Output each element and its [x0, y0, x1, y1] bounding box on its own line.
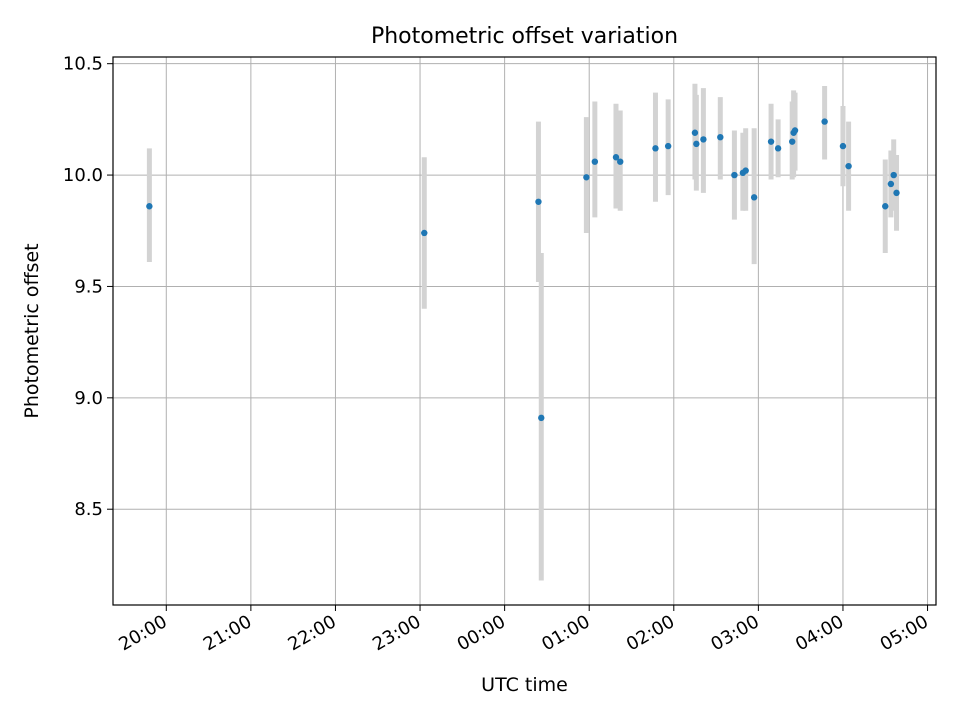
x-axis-title: UTC time	[481, 674, 568, 696]
data-point	[789, 138, 796, 145]
data-point	[538, 414, 545, 422]
y-axis: 8.5 9.0 9.5 10.0 10.5	[63, 54, 113, 520]
plot-frame	[112, 56, 937, 606]
data-point	[742, 167, 749, 174]
data-point	[750, 194, 758, 201]
data-point	[774, 145, 782, 152]
chart-title: Photometric offset variation	[371, 24, 678, 49]
grid	[113, 57, 936, 605]
y-tick-label: 10.5	[63, 54, 103, 75]
data-point	[617, 158, 624, 165]
data-point	[693, 140, 700, 148]
y-tick-label: 9.5	[74, 276, 103, 297]
data-point	[821, 118, 828, 125]
data-point	[717, 133, 724, 141]
data-point	[791, 127, 799, 134]
y-tick-label: 9.0	[74, 388, 103, 409]
data-point	[839, 142, 847, 150]
data-point	[890, 171, 897, 179]
y-axis-title: Photometric offset	[21, 243, 43, 418]
data-point	[421, 229, 428, 237]
data-point	[591, 158, 599, 165]
data-points	[146, 118, 900, 422]
data-point	[700, 136, 707, 143]
y-tick-label: 10.0	[63, 165, 103, 186]
data-point	[664, 142, 672, 150]
data-point	[887, 180, 895, 188]
data-point	[767, 138, 775, 145]
y-tick-label: 8.5	[74, 499, 103, 520]
data-point	[146, 203, 153, 210]
data-point	[535, 198, 542, 205]
data-point	[882, 203, 889, 210]
data-point	[845, 162, 852, 170]
data-point	[612, 154, 620, 161]
data-point	[652, 145, 659, 152]
data-point	[731, 171, 738, 179]
data-point	[691, 129, 699, 136]
data-point	[583, 174, 590, 181]
data-point	[893, 189, 900, 197]
